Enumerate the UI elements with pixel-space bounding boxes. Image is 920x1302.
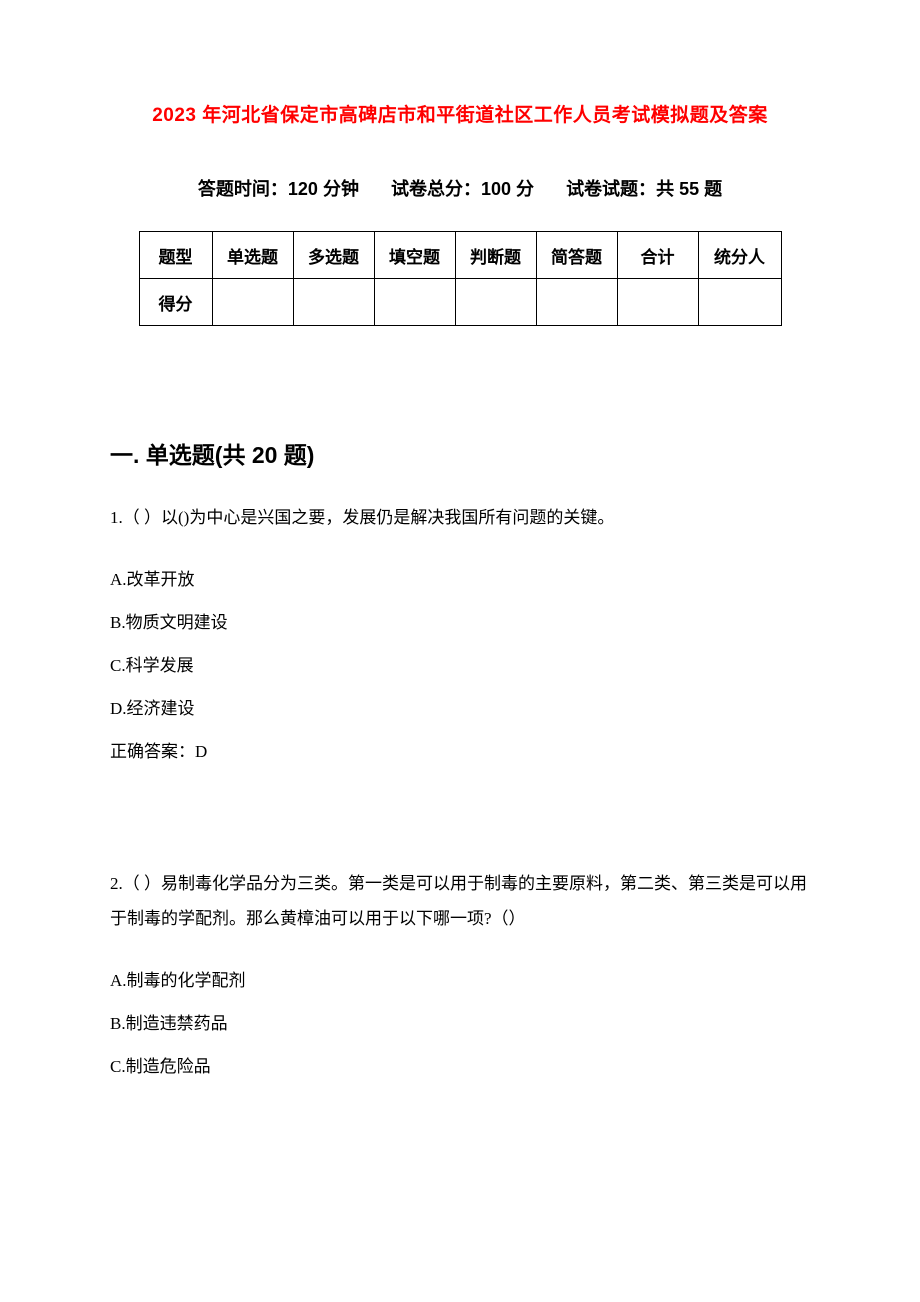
option-d: D.经济建设 [110,695,810,722]
section-heading: 一. 单选题(共 20 题) [110,436,810,470]
score-table: 题型 单选题 多选题 填空题 判断题 简答题 合计 统分人 得分 [139,231,782,326]
time-value: 120 分钟 [288,179,359,199]
count-label: 试卷试题： [566,179,656,199]
option-c: C.制造危险品 [110,1053,810,1080]
option-c: C.科学发展 [110,652,810,679]
th-type: 题型 [139,232,212,279]
td-empty [374,279,455,326]
td-empty [698,279,781,326]
total-label: 试卷总分： [391,179,481,199]
exam-info-line: 答题时间：120 分钟 试卷总分：100 分 试卷试题：共 55 题 [110,175,810,201]
th-single: 单选题 [212,232,293,279]
answer-text: 正确答案：D [110,738,810,765]
page: 2023 年河北省保定市高碑店市和平街道社区工作人员考试模拟题及答案 答题时间：… [0,0,920,1302]
td-empty [293,279,374,326]
th-scorer: 统分人 [698,232,781,279]
option-a: A.制毒的化学配剂 [110,967,810,994]
option-a: A.改革开放 [110,566,810,593]
total-value: 100 分 [481,179,534,199]
th-blank: 填空题 [374,232,455,279]
question-text: 2.（ ）易制毒化学品分为三类。第一类是可以用于制毒的主要原料，第二类、第三类是… [110,866,810,937]
count-value: 共 55 题 [656,179,722,199]
td-empty [536,279,617,326]
option-b: B.制造违禁药品 [110,1010,810,1037]
td-empty [455,279,536,326]
table-row: 得分 [139,279,781,326]
table-row: 题型 单选题 多选题 填空题 判断题 简答题 合计 统分人 [139,232,781,279]
document-title: 2023 年河北省保定市高碑店市和平街道社区工作人员考试模拟题及答案 [110,100,810,127]
option-b: B.物质文明建设 [110,609,810,636]
td-empty [212,279,293,326]
th-total: 合计 [617,232,698,279]
th-judge: 判断题 [455,232,536,279]
question-text: 1.（ ）以()为中心是兴国之要，发展仍是解决我国所有问题的关键。 [110,500,810,536]
td-score-label: 得分 [139,279,212,326]
time-label: 答题时间： [198,179,288,199]
td-empty [617,279,698,326]
th-short: 简答题 [536,232,617,279]
th-multi: 多选题 [293,232,374,279]
